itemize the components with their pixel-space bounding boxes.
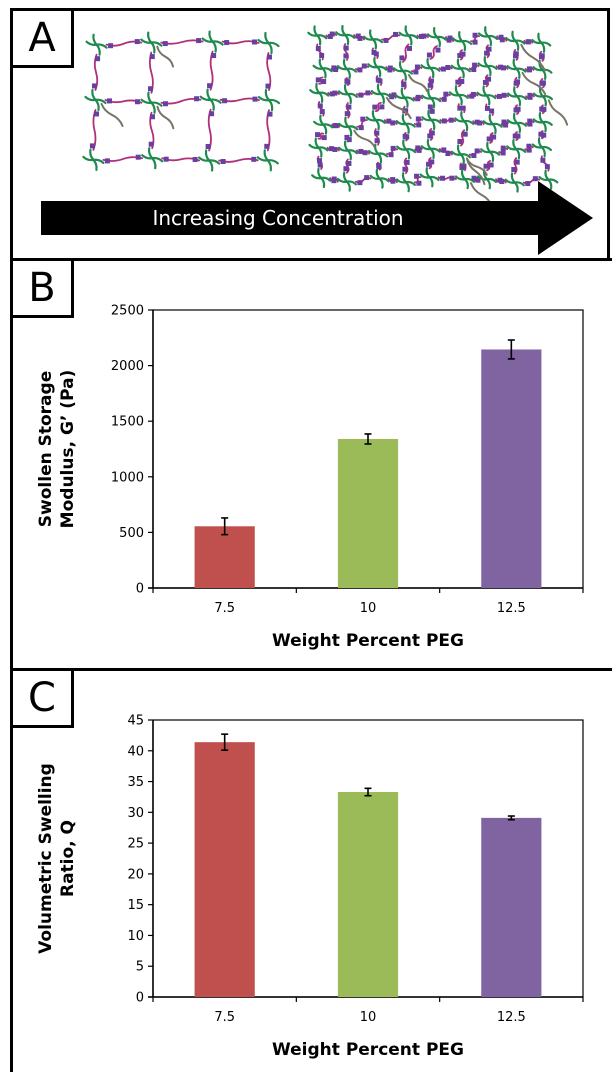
y-tick-label: 2000 (111, 359, 144, 374)
y-tick-label: 30 (127, 806, 144, 821)
panel-a: A Increasing Concentration (10, 8, 610, 260)
plot-area: 0 500 1000 1500 2000 2500 7.5 10 12.5 (111, 304, 584, 616)
bar-12.5 (481, 349, 542, 588)
y-tick-label: 5 (136, 960, 144, 975)
bar-7.5 (194, 526, 255, 588)
x-tick-label: 10 (360, 1010, 377, 1025)
arrow-label: Increasing Concentration (152, 206, 403, 230)
storage-modulus-chart: 0 500 1000 1500 2000 2500 7.5 10 12.5 Swollen St… (36, 304, 584, 651)
error-bar-7.5 (221, 733, 229, 751)
bar-10 (337, 792, 399, 997)
x-axis-title: Weight Percent PEG (272, 1040, 464, 1060)
panel-c-label: C (13, 671, 74, 728)
y-tick-label: 35 (127, 775, 144, 790)
error-bar-10 (364, 787, 372, 797)
y-tick-label: 10 (127, 929, 144, 944)
y-tick-label: 1000 (111, 470, 144, 485)
y-axis-title-line-2: Modulus, G’ (Pa) (58, 370, 78, 529)
y-tick-label: 15 (127, 898, 144, 913)
x-tick-label: 7.5 (214, 1010, 235, 1025)
bar-10 (337, 438, 399, 588)
y-tick-label: 25 (127, 837, 144, 852)
plot-area: 0 5 10 15 20 25 30 35 40 45 7.5 10 12.5 (127, 714, 584, 1025)
x-tick-label: 12.5 (497, 1010, 526, 1025)
y-axis-title-line-1: Swollen Storage (36, 371, 56, 527)
panel-a-label: A (13, 11, 74, 68)
y-tick-label: 0 (136, 582, 144, 597)
x-axis-title: Weight Percent PEG (272, 631, 464, 651)
y-axis-title-line-2: Ratio, Q (58, 820, 78, 897)
swelling-ratio-chart: 0 5 10 15 20 25 30 35 40 45 7.5 10 12.5 Volumetric S… (36, 714, 584, 1060)
error-bar-12.5 (507, 815, 515, 821)
y-tick-label: 20 (127, 867, 144, 882)
y-tick-label: 2500 (111, 304, 144, 319)
y-axis-title-line-1: Volumetric Swelling (36, 763, 56, 954)
network-schematic: Increasing Concentration (41, 24, 593, 255)
y-tick-label: 1500 (111, 415, 144, 430)
sparse-network-illustration (82, 30, 281, 172)
y-tick-label: 45 (127, 714, 144, 729)
x-tick-label: 10 (360, 601, 377, 616)
error-bar-7.5 (221, 517, 229, 536)
error-bar-10 (364, 433, 372, 445)
bar-7.5 (194, 742, 255, 997)
y-tick-label: 40 (127, 744, 144, 759)
y-tick-label: 0 (136, 991, 144, 1006)
dense-network-illustration (307, 24, 569, 208)
x-tick-label: 7.5 (214, 601, 235, 616)
y-tick-label: 500 (119, 526, 144, 541)
panel-b: B 0 500 1000 1500 2000 2500 7.5 10 12.5 Swollen … (10, 258, 612, 670)
bar-12.5 (481, 817, 542, 997)
error-bar-12.5 (507, 339, 515, 360)
concentration-arrow: Increasing Concentration (41, 181, 593, 255)
x-tick-label: 12.5 (497, 601, 526, 616)
panel-b-label: B (13, 261, 74, 318)
panel-c: C 0 5 10 15 20 25 30 35 40 45 7.5 10 12.5 Volumetric… (10, 668, 612, 1072)
